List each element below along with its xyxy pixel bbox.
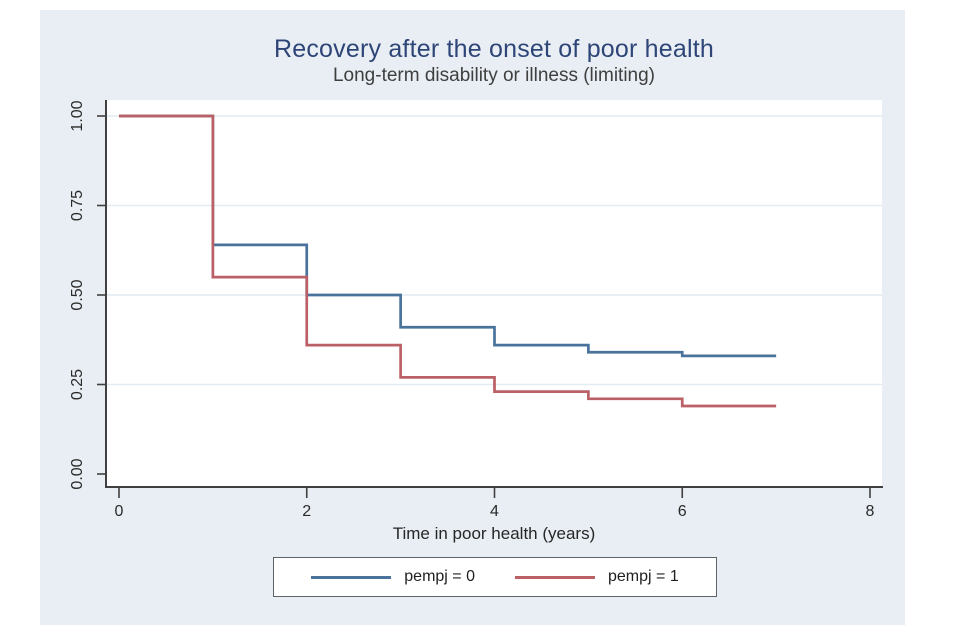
chart-title: Recovery after the onset of poor health bbox=[273, 35, 714, 63]
svg-text:8: 8 bbox=[866, 503, 875, 520]
svg-text:2: 2 bbox=[302, 503, 311, 520]
legend-item-pempj-0: pempj = 0 bbox=[311, 568, 475, 586]
svg-text:0.75: 0.75 bbox=[69, 190, 86, 221]
legend-line-swatch-blue bbox=[311, 575, 392, 579]
svg-text:1.00: 1.00 bbox=[69, 100, 86, 131]
x-axis-label: Time in poor health (years) bbox=[392, 524, 596, 543]
legend-line-swatch-red bbox=[515, 575, 595, 579]
svg-text:6: 6 bbox=[678, 503, 687, 520]
figure-canvas: Recovery after the onset of poor health … bbox=[40, 10, 905, 625]
svg-text:0.00: 0.00 bbox=[69, 458, 86, 489]
legend-label-pempj-1: pempj = 1 bbox=[608, 568, 679, 585]
legend: pempj = 0 pempj = 1 bbox=[273, 557, 717, 597]
svg-text:0.25: 0.25 bbox=[69, 369, 86, 400]
legend-label-pempj-0: pempj = 0 bbox=[404, 568, 475, 585]
legend-item-pempj-1: pempj = 1 bbox=[515, 568, 679, 586]
svg-text:4: 4 bbox=[490, 503, 499, 520]
svg-text:0.50: 0.50 bbox=[69, 279, 86, 310]
chart-subtitle: Long-term disability or illness (limitin… bbox=[332, 65, 656, 86]
svg-text:0: 0 bbox=[115, 503, 124, 520]
plot-area: 0 2 4 6 8 0.00 0.25 0.50 0.75 1.00 bbox=[69, 100, 883, 520]
